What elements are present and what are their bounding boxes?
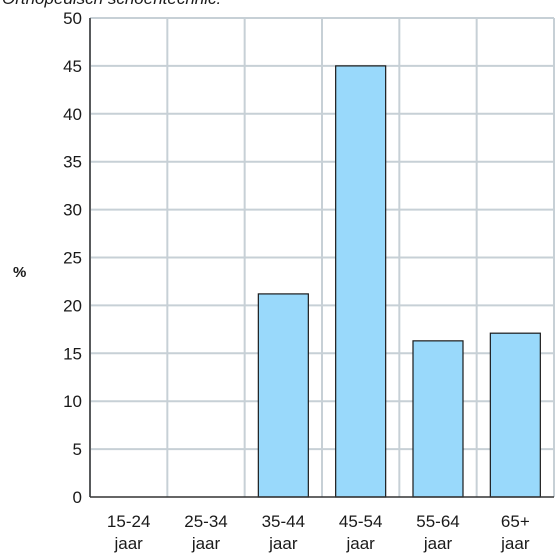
y-tick-label: 0 <box>73 488 82 507</box>
x-tick-label: jaar <box>113 534 143 553</box>
bar <box>489 332 541 498</box>
axes <box>89 18 554 498</box>
bar <box>335 65 387 498</box>
x-tick-labels: 15-24 jaar 25-34 jaar 35-44 jaar 45-54 jaar 55-6… <box>107 512 530 553</box>
x-tick-label: 65+ <box>501 512 530 531</box>
chart-title: Orthopedisch schoentechnic: <box>2 0 222 8</box>
x-tick-label: 35-44 <box>262 512 305 531</box>
y-tick-label: 15 <box>63 344 82 363</box>
x-tick-label: jaar <box>423 534 453 553</box>
x-tick-label: jaar <box>191 534 221 553</box>
x-tick-label: jaar <box>345 534 375 553</box>
x-tick-label: 25-34 <box>184 512 227 531</box>
x-tick-label: 45-54 <box>339 512 382 531</box>
y-tick-label: 50 <box>63 9 82 28</box>
y-tick-label: 45 <box>63 57 82 76</box>
y-tick-label: 40 <box>63 105 82 124</box>
y-tick-label: 25 <box>63 249 82 268</box>
y-tick-label: 10 <box>63 392 82 411</box>
y-tick-label: 30 <box>63 201 82 220</box>
bars <box>257 65 541 498</box>
y-tick-label: 35 <box>63 153 82 172</box>
x-tick-label: jaar <box>268 534 298 553</box>
bar <box>257 293 309 498</box>
y-tick-labels: 0 5 10 15 20 25 30 35 40 45 50 <box>63 9 82 507</box>
x-tick-label: 15-24 <box>107 512 150 531</box>
y-axis-label: % <box>13 264 26 281</box>
x-tick-label: jaar <box>500 534 530 553</box>
grid-lines <box>89 17 555 497</box>
y-tick-label: 5 <box>73 440 82 459</box>
x-tick-label: 55-64 <box>416 512 459 531</box>
y-tick-label: 20 <box>63 296 82 315</box>
bar <box>412 340 464 498</box>
